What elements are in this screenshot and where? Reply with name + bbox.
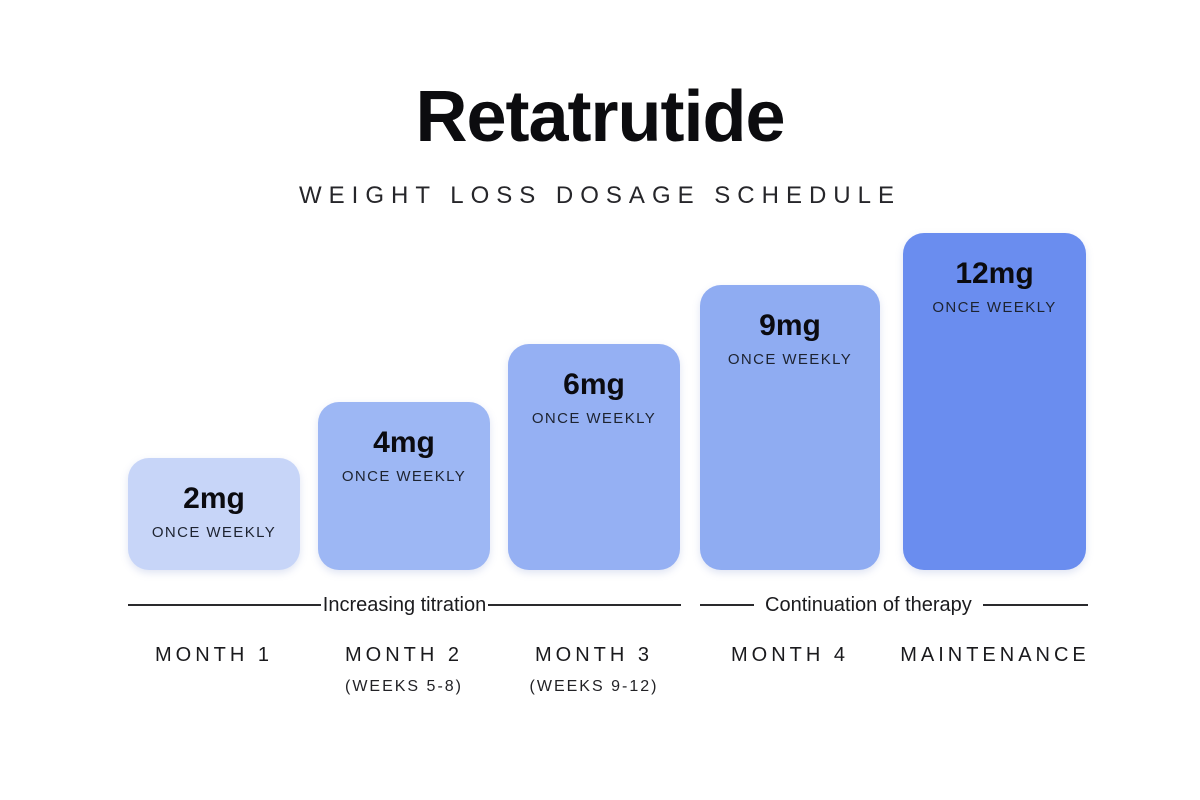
dosage-bar-4mg: 4mg ONCE WEEKLY <box>318 402 490 570</box>
frequency-label: ONCE WEEKLY <box>151 523 277 541</box>
month-label-2: MONTH 2 <box>345 644 463 666</box>
frequency-label: ONCE WEEKLY <box>531 409 657 427</box>
month-label-4: MONTH 4 <box>731 644 849 666</box>
dose-label: 6mg <box>563 368 625 401</box>
bracket-line-right <box>488 604 682 606</box>
month-label-maintenance: MAINTENANCE <box>900 644 1090 666</box>
dosage-bar-12mg: 12mg ONCE WEEKLY <box>903 233 1086 570</box>
month-label-3: MONTH 3 <box>535 644 653 666</box>
phase-bracket-increasing-titration: Increasing titration <box>128 593 682 616</box>
dosage-bar-2mg: 2mg ONCE WEEKLY <box>128 458 300 570</box>
phase-label: Continuation of therapy <box>765 593 972 616</box>
weeks-sublabel-month-2: (WEEKS 5-8) <box>344 678 463 695</box>
bracket-line-right <box>982 604 1088 606</box>
frequency-label: ONCE WEEKLY <box>341 467 467 485</box>
weeks-sublabel-month-3: (WEEKS 9-12) <box>529 678 659 695</box>
frequency-label: ONCE WEEKLY <box>727 350 853 368</box>
phase-label: Increasing titration <box>322 593 487 616</box>
bracket-line-left <box>128 604 321 606</box>
dose-label: 4mg <box>373 426 435 459</box>
month-label-1: MONTH 1 <box>155 644 273 666</box>
frequency-label: ONCE WEEKLY <box>932 298 1057 316</box>
dosage-bar-6mg: 6mg ONCE WEEKLY <box>508 344 680 570</box>
dose-label: 12mg <box>955 257 1034 290</box>
dose-label: 2mg <box>183 482 245 515</box>
bracket-line-left <box>700 604 754 606</box>
page-subtitle: WEIGHT LOSS DOSAGE SCHEDULE <box>299 182 901 209</box>
page-title: Retatrutide <box>415 77 785 157</box>
dose-label: 9mg <box>759 309 821 342</box>
phase-bracket-continuation-of-therapy: Continuation of therapy <box>700 594 1088 616</box>
dosage-bar-9mg: 9mg ONCE WEEKLY <box>700 285 880 570</box>
